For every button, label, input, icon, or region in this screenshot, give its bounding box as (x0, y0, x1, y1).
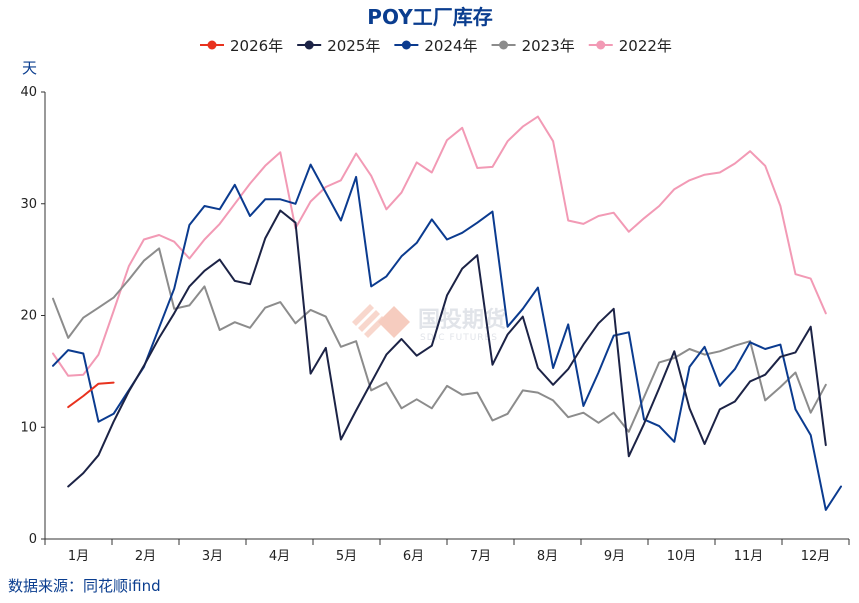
x-tick-label: 5月 (336, 549, 357, 564)
legend-swatch-marker (499, 40, 509, 50)
legend-item: 2026年 (200, 37, 283, 55)
legend-label: 2023年 (522, 37, 575, 55)
series-line-2024年 (52, 163, 842, 511)
legend-item: 2022年 (588, 37, 672, 55)
legend-swatch-marker (596, 40, 606, 50)
y-tick-label: 40 (20, 85, 37, 100)
watermark-subtext: SDIC FUTURES (420, 333, 498, 343)
x-tick-label: 6月 (403, 549, 424, 564)
series-line-2026年 (67, 381, 115, 409)
y-axis-unit: 天 (22, 59, 37, 77)
y-tick-label: 30 (20, 197, 37, 212)
x-tick-label: 12月 (801, 549, 831, 564)
x-tick-label: 9月 (604, 549, 625, 564)
y-tick-label: 0 (29, 532, 37, 547)
x-tick-label: 11月 (734, 549, 764, 564)
legend-item: 2024年 (394, 37, 478, 55)
x-tick-label: 7月 (470, 549, 491, 564)
legend-label: 2026年 (230, 37, 283, 55)
x-tick-label: 8月 (537, 549, 558, 564)
x-tick-label: 2月 (135, 549, 156, 564)
x-tick-label: 4月 (269, 549, 290, 564)
legend-label: 2024年 (424, 37, 477, 55)
watermark-mark (352, 304, 410, 338)
x-tick-label: 3月 (202, 549, 223, 564)
legend-swatch-marker (304, 40, 314, 50)
legend-swatch-marker (207, 40, 217, 50)
watermark-logo: 国投期货 SDIC FUTURES (352, 304, 506, 343)
chart-title: POY工厂库存 (367, 5, 492, 29)
source-note: 数据来源：同花顺ifind (8, 577, 161, 595)
legend-swatch-marker (401, 40, 411, 50)
axes: 0 10 20 30 40 1月 2月 3月 4月 5月 6月 7月 8月 9月 10月 11月 12月 (20, 85, 850, 564)
x-tick-label: 10月 (667, 549, 697, 564)
series-line-2023年 (52, 247, 827, 433)
series-line-2025年 (67, 209, 827, 488)
y-tick-label: 10 (20, 420, 37, 435)
series-line-2022年 (52, 115, 827, 377)
x-tick-label: 1月 (68, 549, 89, 564)
legend-label: 2025年 (327, 37, 380, 55)
y-tick-label: 20 (20, 309, 37, 324)
legend: 2026年 2025年 2024年 2023年 2022年 (200, 37, 672, 55)
series-lines (52, 115, 842, 511)
legend-item: 2025年 (297, 37, 380, 55)
legend-label: 2022年 (619, 37, 672, 55)
watermark-text: 国投期货 (418, 307, 506, 333)
legend-item: 2023年 (491, 37, 575, 55)
